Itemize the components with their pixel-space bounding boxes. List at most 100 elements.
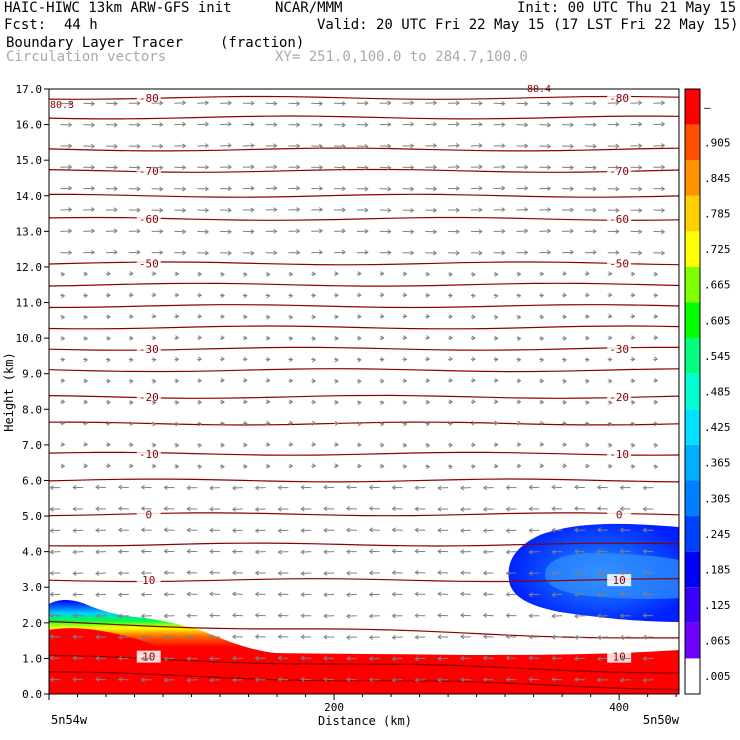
vector-arrow <box>311 164 324 170</box>
vector-arrow <box>300 655 312 661</box>
vector-arrow <box>334 421 339 426</box>
vector-arrow <box>265 314 271 320</box>
vector-arrow <box>516 378 522 384</box>
vector-arrow <box>72 634 84 640</box>
vector-arrow <box>653 229 666 235</box>
vector-arrow <box>562 400 568 405</box>
contour-line <box>49 421 679 426</box>
colorbar-swatch <box>685 338 700 374</box>
vector-arrow <box>562 207 575 213</box>
vector-arrow <box>288 185 301 191</box>
vector-arrow <box>584 357 590 363</box>
vector-arrow <box>516 207 529 212</box>
contour-label: -50 <box>139 257 159 270</box>
contour-line <box>49 620 679 639</box>
y-tick-label: 13.0 <box>16 225 43 238</box>
vector-arrow <box>459 655 471 661</box>
vector-arrow <box>425 335 431 341</box>
vector-arrow <box>379 143 392 149</box>
vector-arrow <box>482 634 494 639</box>
vector-arrow <box>345 656 357 661</box>
contour-line <box>49 478 679 483</box>
vector-arrow <box>174 271 180 277</box>
vector-arrow <box>105 249 118 255</box>
vector-arrow <box>505 634 517 640</box>
vector-arrow <box>379 442 385 448</box>
vector-arrow <box>83 336 89 342</box>
vector-arrow <box>83 420 89 426</box>
vector-arrow <box>470 229 483 234</box>
x-axis-label: Distance (km) <box>318 714 412 728</box>
vector-arrow <box>345 506 357 511</box>
vector-arrow <box>596 548 608 554</box>
vector-arrow <box>584 249 597 255</box>
vector-arrow <box>574 506 585 511</box>
vector-arrow <box>470 250 483 256</box>
contour-label: -60 <box>139 213 159 226</box>
vector-arrow <box>231 506 243 512</box>
vector-arrow <box>425 464 431 470</box>
vector-arrow <box>197 335 203 341</box>
vector-arrow <box>516 164 529 170</box>
vector-arrow <box>117 677 129 682</box>
y-tick-label: 3.0 <box>22 581 42 594</box>
vector-arrow <box>516 143 529 149</box>
vector-arrow <box>128 122 141 128</box>
vector-arrow <box>345 592 357 598</box>
vector-arrow <box>277 485 289 491</box>
vector-arrow <box>117 613 129 619</box>
colorbar-label: – <box>704 101 711 114</box>
vector-arrow <box>174 400 180 405</box>
vector-arrow <box>448 377 453 383</box>
vector-arrow <box>60 357 66 363</box>
vector-arrow <box>505 528 517 534</box>
vector-arrow <box>539 399 545 405</box>
vector-field-label: Circulation vectors <box>6 49 167 65</box>
vector-arrow <box>128 207 141 213</box>
colorbar-swatch <box>685 231 700 267</box>
vector-arrow <box>174 464 180 469</box>
vector-arrow <box>493 335 499 341</box>
vector-arrow <box>95 506 107 512</box>
vector-arrow <box>151 186 164 192</box>
vector-arrow <box>448 229 460 235</box>
contour-line <box>49 193 679 198</box>
vector-arrow <box>368 592 380 597</box>
vector-arrow <box>551 506 563 512</box>
vector-arrow <box>163 656 175 662</box>
vector-arrow <box>219 272 225 277</box>
vector-arrow <box>83 314 89 320</box>
vector-arrow <box>528 549 540 555</box>
contour-label-bg <box>607 257 632 270</box>
contour-label: -80 <box>139 92 159 105</box>
contour-label: -30 <box>609 343 629 356</box>
vector-arrow <box>437 485 449 491</box>
colorbar-label: .065 <box>704 635 731 648</box>
vector-arrow <box>140 592 152 598</box>
vector-arrow <box>630 208 643 213</box>
vector-arrow <box>630 335 636 341</box>
vector-arrow <box>151 357 157 363</box>
vector-arrow <box>356 378 362 384</box>
vector-arrow <box>334 186 346 192</box>
contour-label-bg <box>136 91 161 104</box>
vector-arrow <box>574 549 585 554</box>
colorbar-swatch <box>685 516 700 552</box>
vector-arrow <box>83 441 89 447</box>
vector-arrow <box>493 207 506 213</box>
vector-arrow <box>140 656 152 662</box>
vector-arrow <box>60 293 66 299</box>
vector-arrow <box>505 485 517 490</box>
vector-arrow <box>619 570 631 576</box>
vector-arrow <box>653 164 666 170</box>
vector-arrow <box>379 378 385 384</box>
vector-arrow <box>345 484 357 490</box>
vector-arrow <box>470 314 476 320</box>
vector-arrow <box>277 506 289 512</box>
vector-arrow <box>356 271 362 276</box>
vector-arrow <box>551 571 563 576</box>
vector-arrow <box>482 485 494 491</box>
vector-arrow <box>117 484 129 490</box>
vector-arrow <box>356 442 362 448</box>
vector-arrow <box>574 677 585 683</box>
